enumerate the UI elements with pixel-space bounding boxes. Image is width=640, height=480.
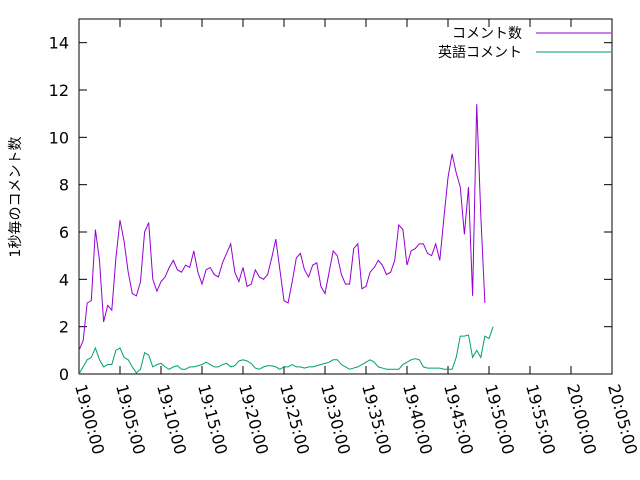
x-tick-label: 19:55:00 [522, 382, 559, 456]
x-axis-ticks: 19:00:00 19:05:00 19:10:00 19:15:00 19:20:00… [71, 19, 640, 456]
y-tick-label: 2 [59, 318, 69, 337]
x-tick-label: 19:20:00 [235, 382, 272, 456]
x-tick-label: 19:40:00 [399, 382, 436, 456]
legend-label: コメント数 [452, 26, 522, 42]
y-axis-label: 1秒毎のコメント数 [8, 137, 24, 258]
y-axis-ticks: 0 2 4 6 8 10 12 14 [49, 34, 612, 384]
y-tick-label: 14 [49, 34, 69, 53]
series-lines [78, 104, 494, 375]
x-tick-label: 19:15:00 [194, 382, 231, 456]
y-tick-label: 8 [59, 176, 69, 195]
x-tick-label: 20:05:00 [604, 382, 640, 456]
y-tick-label: 4 [59, 270, 69, 289]
x-tick-label: 19:30:00 [317, 382, 354, 456]
x-tick-label: 19:05:00 [112, 382, 149, 456]
y-tick-label: 0 [59, 365, 69, 384]
x-tick-label: 19:50:00 [481, 382, 518, 456]
series-line-1 [78, 104, 486, 351]
y-tick-label: 6 [59, 223, 69, 242]
series-line-2 [78, 326, 494, 375]
x-tick-label: 19:45:00 [440, 382, 477, 456]
x-tick-label: 19:35:00 [358, 382, 395, 456]
y-tick-label: 10 [49, 128, 69, 147]
x-tick-label: 19:10:00 [153, 382, 190, 456]
axes [78, 18, 613, 375]
y-tick-label: 12 [49, 81, 69, 100]
x-tick-label: 20:00:00 [563, 382, 600, 456]
plot-frame [78, 18, 613, 375]
x-tick-label: 19:25:00 [276, 382, 313, 456]
legend-label: 英語コメント [438, 44, 522, 61]
x-tick-label: 19:00:00 [71, 382, 108, 456]
